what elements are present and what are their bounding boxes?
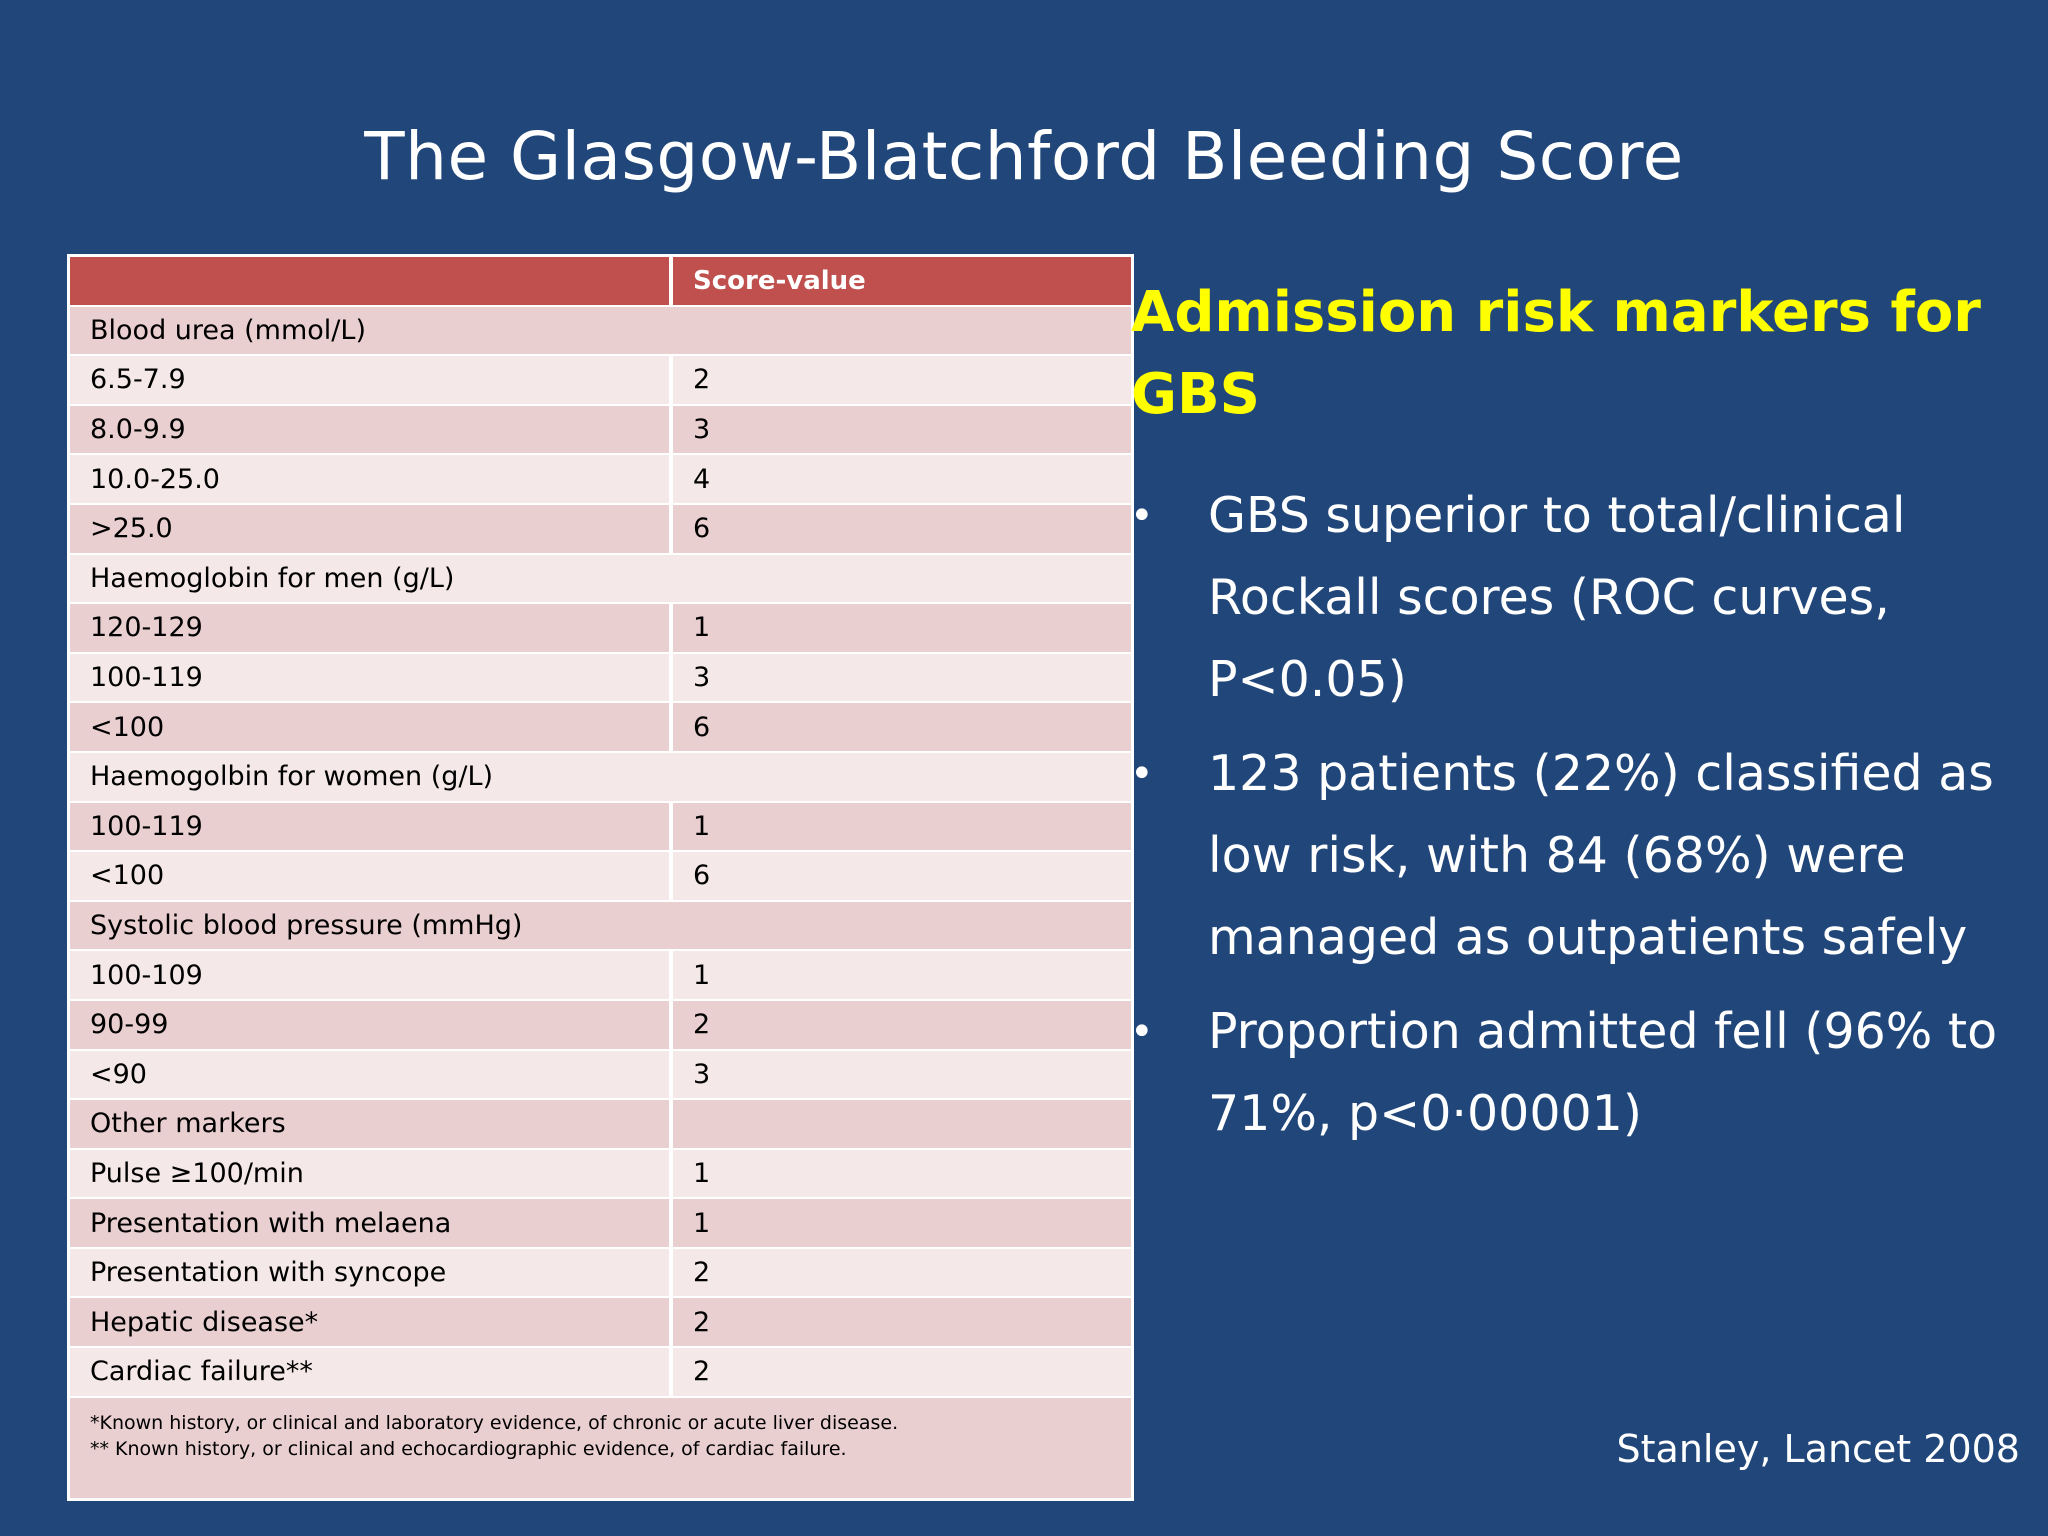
table-row: Hepatic disease* 2 [70,1298,1131,1349]
score-cell: 3 [693,1058,711,1090]
bullet-item: • GBS superior to total/clinical Rockall… [1128,475,2028,721]
criteria-cell: Pulse ≥100/min [70,1149,673,1198]
table-row: 120-129 1 [70,604,1131,654]
bullet-text: Proportion admitted fell (96% to 71%, p<… [1208,1003,1998,1142]
criteria-cell: 90-99 [70,1000,673,1049]
criteria-cell: <100 [70,703,673,751]
criteria-cell: <100 [70,852,673,900]
table-row: Presentation with melaena 1 [70,1199,1131,1249]
footnote-hepatic: *Known history, or clinical and laborato… [90,1411,899,1434]
table-row: >25.0 6 [70,504,1131,555]
score-cell: 3 [693,414,711,446]
table-row: Systolic blood pressure (mmHg) [70,901,1131,952]
bullet-dot: • [1130,493,1154,539]
table-row: 10.0-25.0 4 [70,455,1131,505]
criteria-cell: Cardiac failure** [70,1348,673,1396]
score-cell [673,1100,1131,1148]
criteria-cell: 120-129 [70,604,673,652]
header-cell-criteria [70,257,673,305]
header-cell-score: Score-value [693,265,866,296]
bullet-dot: • [1130,1009,1154,1055]
score-cell: 2 [693,1257,711,1289]
bullet-list: • GBS superior to total/clinical Rockall… [1128,475,2028,1167]
criteria-cell: Systolic blood pressure (mmHg) [90,910,523,942]
criteria-cell: <90 [70,1050,673,1099]
table-row: 6.5-7.9 2 [70,356,1131,406]
score-cell: 1 [693,959,711,991]
criteria-cell: 6.5-7.9 [70,356,673,404]
score-cell: 1 [693,1157,711,1189]
criteria-cell: 100-119 [70,802,673,851]
criteria-cell: >25.0 [70,504,673,553]
criteria-cell: 100-119 [70,653,673,702]
bullet-dot: • [1130,751,1154,797]
score-cell: 6 [693,860,711,892]
table-row: Pulse ≥100/min 1 [70,1149,1131,1200]
table-row: Haemoglobin for men (g/L) [70,554,1131,605]
score-cell: 1 [693,810,711,842]
table-row: 100-119 1 [70,802,1131,853]
criteria-cell: Haemogolbin for women (g/L) [90,761,494,793]
criteria-cell: Other markers [70,1100,673,1148]
table-header-row: Score-value [70,257,1131,307]
bullet-item: • 123 patients (22%) classified as low r… [1128,733,2028,979]
score-cell: 2 [693,1009,711,1041]
criteria-cell: 10.0-25.0 [70,455,673,503]
table-row: <100 6 [70,852,1131,902]
score-cell: 2 [693,1306,711,1338]
table-row: 8.0-9.9 3 [70,405,1131,456]
citation: Stanley, Lancet 2008 [1616,1427,2020,1471]
criteria-cell: Presentation with syncope [70,1248,673,1297]
score-cell: 1 [693,1207,711,1239]
score-cell: 4 [693,463,711,495]
criteria-cell: Haemoglobin for men (g/L) [90,562,455,594]
score-cell: 6 [693,513,711,545]
table-row: 100-109 1 [70,951,1131,1001]
table-body: Blood urea (mmol/L) 6.5-7.9 2 8.0-9.9 3 10.0-… [70,306,1131,1398]
table-row: Other markers [70,1100,1131,1150]
bullet-text: 123 patients (22%) classified as low ris… [1208,745,1994,966]
table-row: 90-99 2 [70,1000,1131,1051]
criteria-cell: 100-109 [70,951,673,999]
table-row: 100-119 3 [70,653,1131,704]
table-row: Cardiac failure** 2 [70,1348,1131,1398]
criteria-cell: Hepatic disease* [70,1298,673,1347]
side-heading: Admission risk markers for GBS [1131,280,1981,427]
table-row: Blood urea (mmol/L) [70,306,1131,357]
slide-title: The Glasgow-Blatchford Bleeding Score [364,118,1684,195]
score-cell: 2 [693,364,711,396]
table-row: <90 3 [70,1050,1131,1101]
criteria-cell: Presentation with melaena [70,1199,673,1247]
score-cell: 6 [693,711,711,743]
bullet-text: GBS superior to total/clinical Rockall s… [1208,487,1906,708]
table-row: Haemogolbin for women (g/L) [70,752,1131,803]
table-row: <100 6 [70,703,1131,753]
score-cell: 3 [693,662,711,694]
table-row: Presentation with syncope 2 [70,1248,1131,1299]
criteria-cell: 8.0-9.9 [70,405,673,454]
criteria-cell: Blood urea (mmol/L) [90,314,366,346]
score-table: Score-value Blood urea (mmol/L) 6.5-7.9 2 8… [67,254,1134,1501]
table-footnotes: *Known history, or clinical and laborato… [70,1397,1131,1498]
footnote-cardiac: ** Known history, or clinical and echoca… [90,1437,847,1460]
score-cell: 1 [693,612,711,644]
score-cell: 2 [693,1356,711,1388]
bullet-item: • Proportion admitted fell (96% to 71%, … [1128,991,2028,1155]
